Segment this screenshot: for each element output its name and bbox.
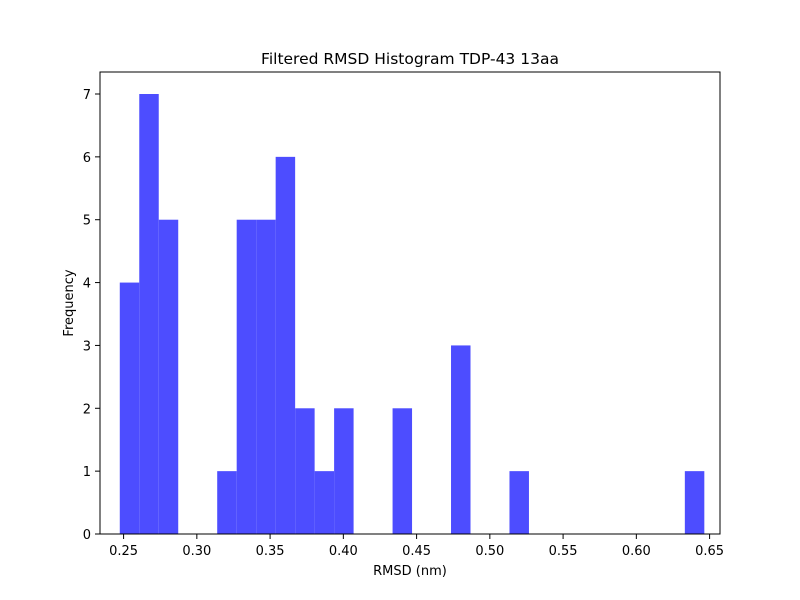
histogram-bar-2 [158,219,179,534]
y-tick-label: 4 [83,277,91,292]
histogram-bar-0 [119,282,140,534]
plot-frame [99,71,721,535]
y-tick-label: 3 [83,339,91,354]
y-tick-label: 1 [83,465,91,480]
x-tick-label: 0.55 [549,544,578,559]
histogram-bar-14 [392,408,413,534]
histogram-bar-7 [256,219,276,534]
histogram-bar-20 [509,471,529,534]
x-axis-label: RMSD (nm) [373,564,447,579]
histogram-bar-8 [275,156,296,534]
y-tick-label: 6 [83,151,91,166]
x-tick-label: 0.60 [622,544,651,559]
histogram-bar-11 [334,408,354,534]
histogram-bar-9 [295,408,315,534]
x-tick-label: 0.35 [256,544,285,559]
x-tick-label: 0.65 [695,544,724,559]
y-axis-label: Frequency [62,269,77,336]
bars-group [119,94,705,534]
x-tick-label: 0.50 [475,544,504,559]
y-tick-label: 0 [83,528,91,543]
y-tick-label: 7 [83,88,91,103]
y-tick-label: 2 [83,402,91,417]
histogram-bar-5 [217,471,237,534]
x-tick-label: 0.40 [329,544,358,559]
histogram-bar-6 [236,219,257,534]
histogram-bar-1 [139,94,159,534]
y-tick-label: 5 [83,214,91,229]
chart-title: Filtered RMSD Histogram TDP-43 13aa [261,50,559,68]
x-axis-ticks: 0.25 0.30 0.35 0.40 0.45 0.50 0.55 0.60 0.65 [109,534,724,559]
histogram-bar-10 [314,471,335,534]
histogram-bar-17 [451,345,471,534]
x-tick-label: 0.25 [109,544,138,559]
x-tick-label: 0.30 [182,544,211,559]
y-axis-ticks: 0 1 2 3 4 5 6 7 [83,88,100,543]
x-tick-label: 0.45 [402,544,431,559]
histogram-bar-29 [684,471,705,534]
